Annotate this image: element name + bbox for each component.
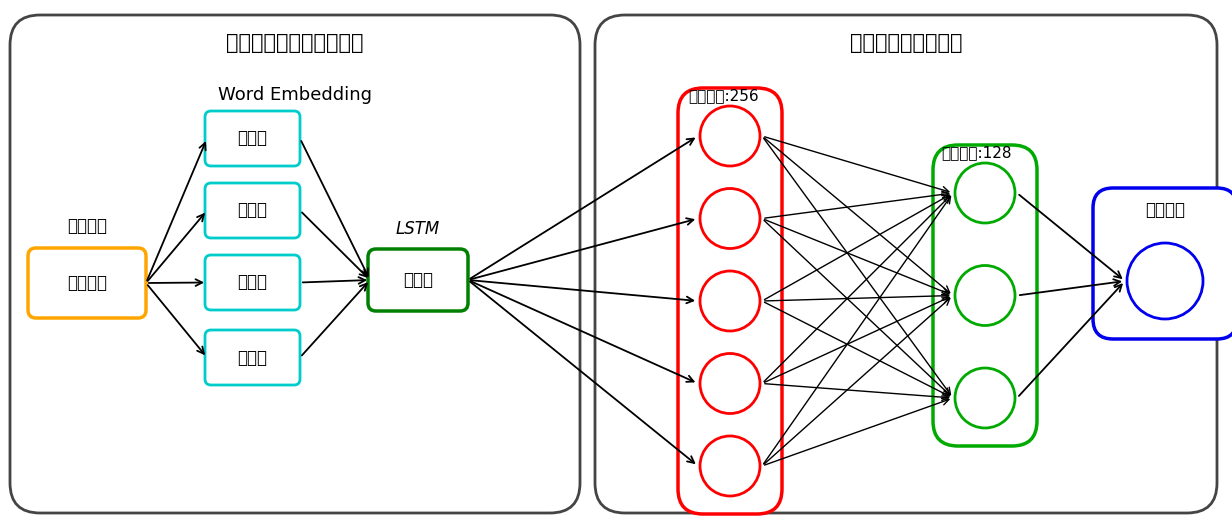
Text: 深度神经网络分类器: 深度神经网络分类器 xyxy=(850,33,962,53)
FancyBboxPatch shape xyxy=(1093,188,1232,339)
FancyBboxPatch shape xyxy=(933,145,1037,446)
FancyBboxPatch shape xyxy=(10,15,580,513)
Text: LSTM: LSTM xyxy=(395,220,440,238)
FancyBboxPatch shape xyxy=(28,248,147,318)
FancyBboxPatch shape xyxy=(205,111,301,166)
Text: 词向量: 词向量 xyxy=(238,129,267,147)
FancyBboxPatch shape xyxy=(205,183,301,238)
FancyBboxPatch shape xyxy=(205,330,301,385)
Text: 输入句子: 输入句子 xyxy=(67,217,107,235)
FancyBboxPatch shape xyxy=(678,88,782,514)
Text: Word Embedding: Word Embedding xyxy=(218,86,372,104)
Text: 句向量: 句向量 xyxy=(403,271,432,289)
FancyBboxPatch shape xyxy=(595,15,1217,513)
Text: 输入节点:256: 输入节点:256 xyxy=(687,89,759,103)
Text: 词向量: 词向量 xyxy=(238,202,267,220)
Text: 输出节点: 输出节点 xyxy=(1145,201,1185,219)
Text: 隐藏节点:128: 隐藏节点:128 xyxy=(941,146,1011,161)
FancyBboxPatch shape xyxy=(368,249,468,311)
Text: 原始句子: 原始句子 xyxy=(67,274,107,292)
Text: 句子特征提取（向量化）: 句子特征提取（向量化） xyxy=(227,33,363,53)
FancyBboxPatch shape xyxy=(205,255,301,310)
Text: 词向量: 词向量 xyxy=(238,274,267,291)
Text: 词向量: 词向量 xyxy=(238,348,267,366)
